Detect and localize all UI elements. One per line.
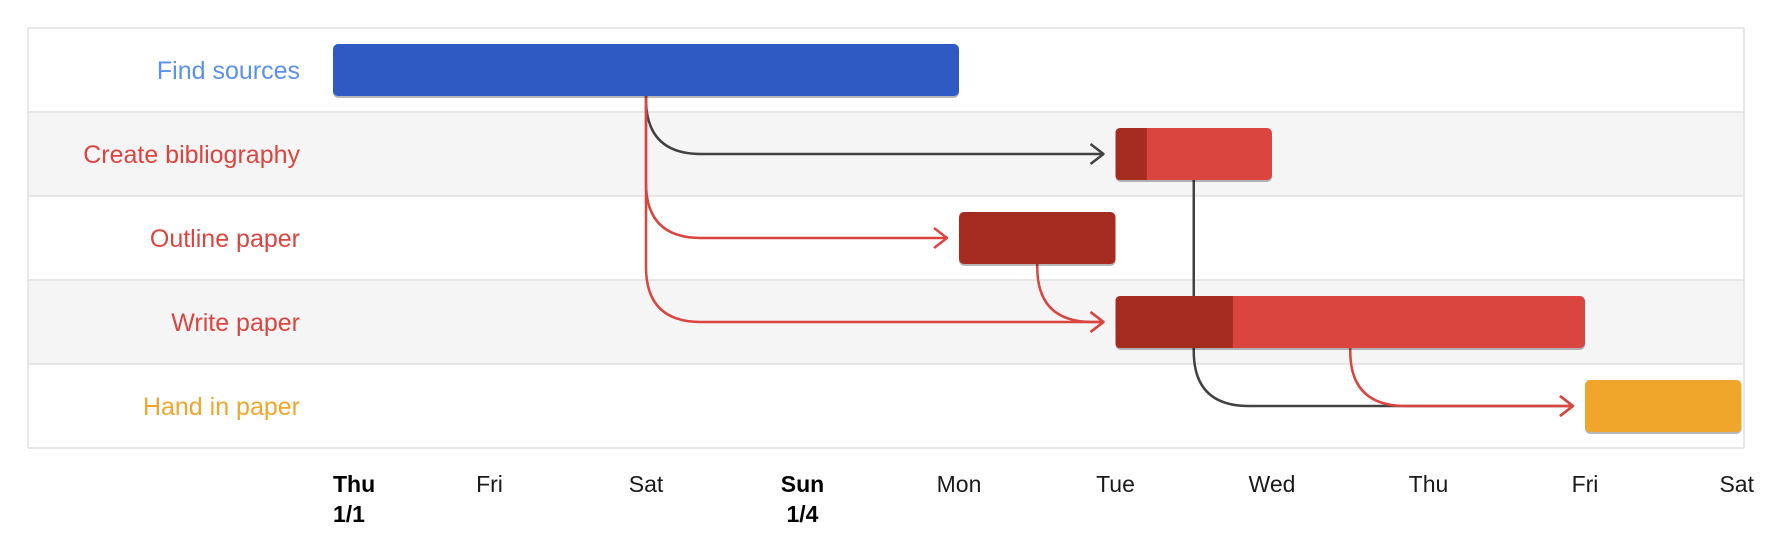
task-bar-progress (1115, 128, 1147, 180)
x-tick-label: Mon (937, 471, 982, 497)
task-label: Find sources (157, 57, 300, 85)
task-bar (959, 212, 1116, 264)
x-tick-label: Thu (1409, 471, 1449, 497)
task-bar (333, 44, 959, 96)
task-labels: Find sources Create bibliography Outline p… (83, 57, 300, 421)
arrow-head (1089, 143, 1105, 165)
x-tick-label: Fri (1572, 471, 1599, 497)
x-tick-label: Tue (1096, 471, 1135, 497)
task-bars (333, 44, 1742, 434)
x-tick-label: Fri (476, 471, 503, 497)
arrow-head (1089, 311, 1105, 333)
x-tick-sublabel: 1/4 (787, 501, 819, 527)
x-axis-ticks: Thu 1/1 Fri Sat Sun 1/4 Mon Tue Wed Thu Fri Sat (333, 471, 1755, 527)
arrow-head (1559, 395, 1575, 417)
x-tick-label: Sat (629, 471, 664, 497)
x-tick-sublabel: 1/1 (333, 501, 365, 527)
task-bar (1115, 128, 1272, 180)
task-bar (1585, 380, 1742, 432)
task-label: Write paper (171, 309, 300, 337)
dependency-arrow (1036, 264, 1104, 324)
x-tick-label: Thu (333, 471, 375, 497)
task-label: Hand in paper (143, 393, 300, 421)
task-bar-progress (1115, 296, 1233, 348)
x-tick-label: Wed (1249, 471, 1296, 497)
x-tick-label: Sat (1719, 471, 1754, 497)
dependency-arrow (1192, 180, 1573, 408)
task-label: Create bibliography (83, 141, 300, 169)
dependency-arrows (644, 96, 1575, 417)
task-label: Outline paper (150, 225, 300, 253)
dependency-arrow (644, 96, 1104, 324)
x-tick-label: Sun (781, 471, 824, 497)
arrow-head (933, 227, 949, 249)
dependency-arrow (1349, 348, 1573, 408)
